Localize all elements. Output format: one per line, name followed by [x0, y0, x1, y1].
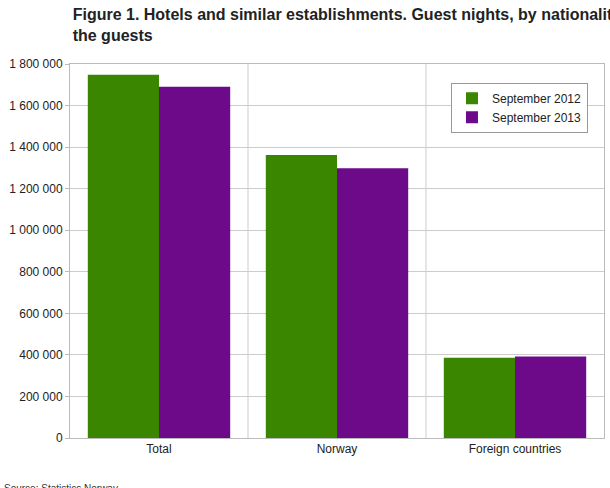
svg-text:Source: Statistics Norway.: Source: Statistics Norway.	[4, 483, 120, 488]
svg-text:1 400 000: 1 400 000	[9, 140, 63, 154]
svg-text:Figure 1. Hotels and similar e: Figure 1. Hotels and similar establishme…	[73, 6, 610, 44]
svg-text:1 000 000: 1 000 000	[9, 223, 63, 237]
svg-text:200 000: 200 000	[19, 390, 63, 404]
svg-text:1 200 000: 1 200 000	[9, 182, 63, 196]
svg-text:Total: Total	[146, 442, 171, 456]
svg-text:September 2012: September 2012	[492, 92, 581, 106]
svg-text:400 000: 400 000	[19, 348, 63, 362]
svg-text:September 2013: September 2013	[492, 111, 581, 125]
svg-text:Norway: Norway	[317, 442, 358, 456]
svg-text:1 800 000: 1 800 000	[9, 57, 63, 71]
svg-text:1 600 000: 1 600 000	[9, 99, 63, 113]
svg-text:0: 0	[56, 431, 63, 445]
svg-text:800 000: 800 000	[19, 265, 63, 279]
svg-text:600 000: 600 000	[19, 307, 63, 321]
svg-text:Foreign countries: Foreign countries	[469, 442, 562, 456]
